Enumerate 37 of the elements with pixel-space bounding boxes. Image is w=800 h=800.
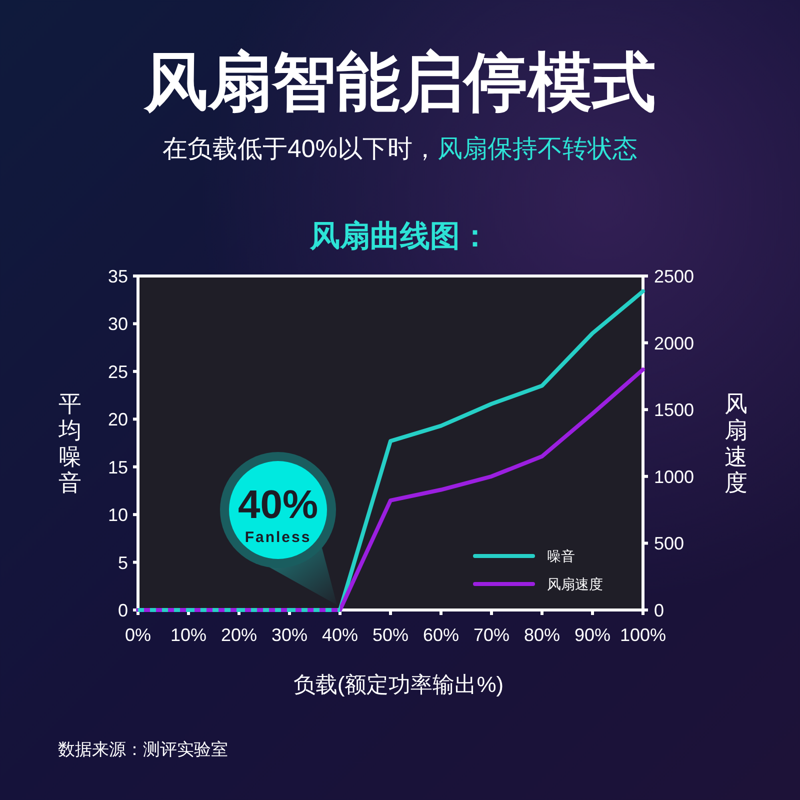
- y-tick-label: 10: [108, 505, 128, 526]
- x-tick-label: 100%: [620, 625, 666, 645]
- x-tick-label: 60%: [422, 625, 460, 645]
- legend-label: 风扇速度: [547, 576, 603, 592]
- y-tick-label: 0: [118, 600, 128, 620]
- y-tick-label: 20: [108, 410, 128, 430]
- x-axis-title: 负载(额定功率输出%): [293, 672, 504, 697]
- source-note: 数据来源：测评实验室: [58, 740, 228, 759]
- y2-tick-label: 1500: [654, 400, 694, 420]
- y2-tick-label: 2500: [654, 266, 694, 286]
- y2-axis-title: 风扇速度: [724, 390, 748, 496]
- annotation: 40%: [238, 483, 318, 527]
- legend-label: 噪音: [547, 548, 575, 564]
- y2-tick-label: 1000: [654, 466, 694, 487]
- y2-tick-label: 2000: [654, 333, 694, 354]
- y-tick-label: 5: [118, 552, 128, 573]
- y-tick-label: 15: [108, 457, 128, 478]
- x-tick-label: 50%: [372, 625, 409, 645]
- y-tick-label: 30: [108, 314, 128, 334]
- x-tick-label: 70%: [473, 625, 510, 645]
- annotation: Fanless: [244, 529, 312, 546]
- y2-tick-label: 0: [654, 600, 664, 620]
- y-tick-label: 25: [108, 362, 128, 382]
- chart-subtitle: 在负载低于40%以下时，风扇保持不转状态: [162, 135, 638, 163]
- x-tick-label: 0%: [124, 625, 152, 645]
- y2-tick-label: 500: [654, 534, 684, 554]
- x-tick-label: 30%: [271, 625, 308, 645]
- x-tick-label: 80%: [524, 625, 560, 645]
- chart-title: 风扇智能启停模式: [143, 46, 656, 118]
- y-axis-title: 平均噪音: [58, 390, 82, 496]
- text: 风扇曲线图：: [309, 219, 490, 253]
- x-tick-label: 90%: [574, 625, 611, 645]
- y-tick-label: 35: [108, 266, 128, 286]
- line-series: [136, 368, 645, 612]
- x-tick-label: 10%: [170, 625, 207, 645]
- x-tick-label: 40%: [322, 625, 358, 645]
- x-tick-label: 20%: [220, 625, 258, 645]
